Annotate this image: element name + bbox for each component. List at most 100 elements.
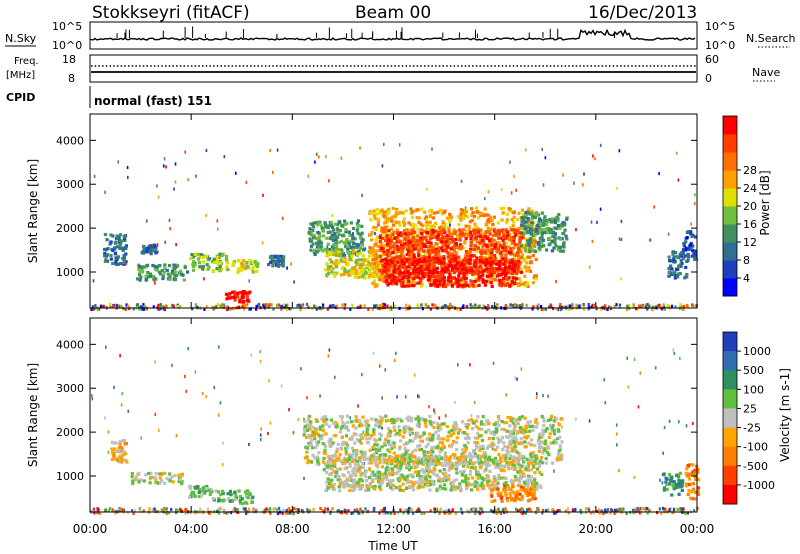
data-cell	[243, 267, 247, 271]
scatter-cell	[663, 305, 666, 309]
data-cell	[557, 423, 561, 427]
data-cell	[333, 274, 337, 278]
data-cell	[155, 481, 160, 485]
data-cell	[523, 243, 527, 247]
scatter-cell	[142, 307, 146, 311]
scatter-cell	[542, 183, 545, 187]
data-cell	[455, 246, 459, 250]
scatter-cell	[107, 509, 110, 513]
data-cell	[530, 217, 534, 221]
data-cell	[693, 255, 697, 260]
data-cell	[303, 429, 307, 434]
data-cell	[279, 254, 283, 258]
scatter-cell	[269, 508, 272, 512]
scatter-cell	[554, 416, 556, 420]
data-cell	[415, 238, 419, 242]
scatter-cell	[246, 303, 249, 307]
data-cell	[343, 219, 347, 223]
data-cell	[471, 272, 475, 277]
scatter-cell	[564, 509, 567, 513]
data-cell	[517, 263, 521, 267]
data-cell	[136, 277, 140, 281]
data-cell	[357, 249, 361, 254]
data-cell	[424, 255, 428, 259]
scatter-cell	[248, 442, 250, 446]
scatter-cell	[664, 507, 667, 511]
data-cell	[137, 267, 141, 271]
scatter-cell	[162, 307, 165, 311]
data-cell	[390, 215, 395, 219]
data-cell	[453, 257, 457, 261]
data-cell	[426, 234, 430, 238]
data-cell	[483, 283, 487, 287]
data-cell	[407, 253, 411, 257]
data-cell	[167, 264, 172, 268]
data-cell	[207, 265, 211, 269]
colorbar-swatch	[723, 188, 737, 207]
data-cell	[382, 210, 386, 215]
data-cell	[468, 261, 472, 265]
data-cell	[475, 240, 479, 244]
scatter-cell	[359, 146, 361, 150]
scatter-cell	[404, 395, 407, 399]
data-cell	[498, 236, 503, 240]
data-cell	[273, 259, 278, 263]
scatter-cell	[205, 394, 207, 399]
data-cell	[530, 209, 534, 213]
data-cell	[445, 216, 449, 220]
data-cell	[425, 231, 429, 235]
scatter-cell	[399, 508, 402, 512]
scatter-cell	[93, 511, 96, 515]
data-cell	[150, 244, 154, 248]
data-cell	[467, 257, 471, 261]
data-cell	[197, 490, 201, 495]
data-cell	[517, 265, 521, 269]
scatter-cell	[639, 506, 642, 511]
data-cell	[437, 254, 441, 258]
data-cell	[412, 276, 416, 281]
data-cell	[348, 453, 352, 457]
data-cell	[517, 211, 521, 215]
data-cell	[410, 210, 414, 214]
data-cell	[440, 267, 444, 271]
scatter-cell	[658, 172, 660, 176]
scatter-cell	[138, 506, 141, 511]
data-cell	[489, 281, 493, 285]
data-cell	[425, 226, 429, 230]
y-tick-label: 3000	[56, 178, 84, 191]
scatter-cell	[677, 178, 680, 182]
data-cell	[411, 279, 415, 283]
scatter-cell	[201, 391, 204, 395]
data-cell	[360, 258, 364, 262]
data-cell	[408, 246, 412, 250]
data-cell	[450, 283, 454, 287]
data-cell	[503, 444, 507, 449]
data-cell	[454, 229, 458, 233]
data-cell	[115, 234, 119, 238]
data-cell	[523, 416, 527, 420]
data-cell	[381, 274, 385, 278]
data-cell	[367, 254, 371, 258]
data-cell	[487, 279, 491, 283]
data-cell	[670, 267, 674, 271]
scatter-cell	[583, 172, 585, 176]
scatter-cell	[599, 143, 602, 147]
data-cell	[378, 257, 382, 261]
data-cell	[434, 283, 438, 287]
data-cell	[311, 426, 315, 430]
data-cell	[198, 495, 202, 499]
data-cell	[429, 241, 433, 245]
data-cell	[382, 252, 386, 256]
data-cell	[468, 220, 472, 224]
data-cell	[415, 234, 420, 238]
data-cell	[504, 274, 508, 278]
data-cell	[360, 275, 364, 279]
scatter-cell	[344, 303, 347, 307]
data-cell	[409, 266, 413, 270]
data-cell	[427, 274, 431, 278]
scatter-cell	[160, 305, 163, 309]
data-cell	[378, 437, 382, 441]
data-cell	[111, 248, 115, 252]
data-cell	[416, 227, 420, 231]
data-cell	[358, 232, 362, 236]
